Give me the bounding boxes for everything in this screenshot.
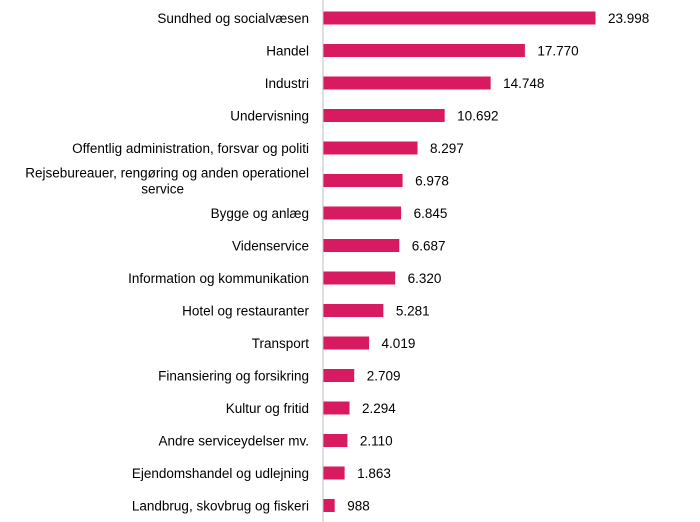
category-label-5: Rejsebureauer, rengøring og anden operat… [25, 166, 309, 197]
value-label-10: 4.019 [382, 336, 416, 351]
bar-14 [323, 466, 345, 480]
bar-0 [323, 11, 596, 25]
bar-10 [323, 336, 370, 350]
value-label-2: 14.748 [503, 76, 544, 91]
bar-1 [323, 44, 525, 57]
value-label-11: 2.709 [367, 369, 401, 384]
value-label-15: 988 [347, 499, 370, 514]
category-label-11: Finansiering og forsikring [158, 369, 309, 384]
bar-5 [323, 174, 403, 187]
category-label-15: Landbrug, skovbrug og fiskeri [132, 499, 309, 514]
bar-15 [323, 499, 335, 512]
category-label-1: Handel [266, 44, 309, 59]
category-label-2: Industri [265, 76, 309, 91]
category-label-0: Sundhed og socialvæsen [157, 11, 309, 26]
value-label-12: 2.294 [362, 401, 396, 416]
bars-group [323, 11, 596, 512]
category-label-4: Offentlig administration, forsvar og pol… [72, 141, 309, 156]
value-label-7: 6.687 [412, 239, 446, 254]
bar-12 [323, 401, 350, 415]
category-label-14: Ejendomshandel og udlejning [132, 466, 309, 481]
category-label-6: Bygge og anlæg [211, 206, 309, 221]
value-label-4: 8.297 [430, 141, 464, 156]
bar-7 [323, 239, 400, 252]
value-label-5: 6.978 [415, 174, 449, 189]
category-label-5-line-0: Rejsebureauer, rengøring og anden operat… [25, 166, 309, 181]
value-label-1: 17.770 [537, 44, 578, 59]
bar-9 [323, 304, 384, 317]
category-label-3: Undervisning [230, 109, 309, 124]
value-label-0: 23.998 [608, 11, 649, 26]
value-labels-group: 23.998 17.770 14.748 10.692 8.297 6.978 6.845 6… [347, 11, 649, 514]
value-label-3: 10.692 [457, 109, 498, 124]
category-labels-group: Sundhed og socialvæsen Handel Industri Unde… [25, 11, 309, 514]
value-label-13: 2.110 [360, 434, 393, 449]
category-label-5-line-1: service [141, 182, 184, 197]
bar-2 [323, 76, 491, 90]
bar-3 [323, 109, 445, 122]
category-label-10: Transport [252, 336, 310, 351]
bar-4 [323, 141, 418, 155]
value-label-9: 5.281 [396, 304, 430, 319]
category-label-12: Kultur og fritid [226, 401, 309, 416]
bar-11 [323, 369, 355, 382]
category-label-13: Andre serviceydelser mv. [158, 434, 309, 449]
value-label-8: 6.320 [408, 271, 442, 286]
category-label-8: Information og kommunikation [128, 271, 309, 286]
bar-6 [323, 206, 402, 220]
category-label-7: Videnservice [232, 239, 309, 254]
category-label-9: Hotel og restauranter [182, 304, 309, 319]
value-label-14: 1.863 [357, 466, 391, 481]
value-label-6: 6.845 [414, 206, 448, 221]
bar-13 [323, 434, 348, 447]
bar-8 [323, 271, 396, 285]
